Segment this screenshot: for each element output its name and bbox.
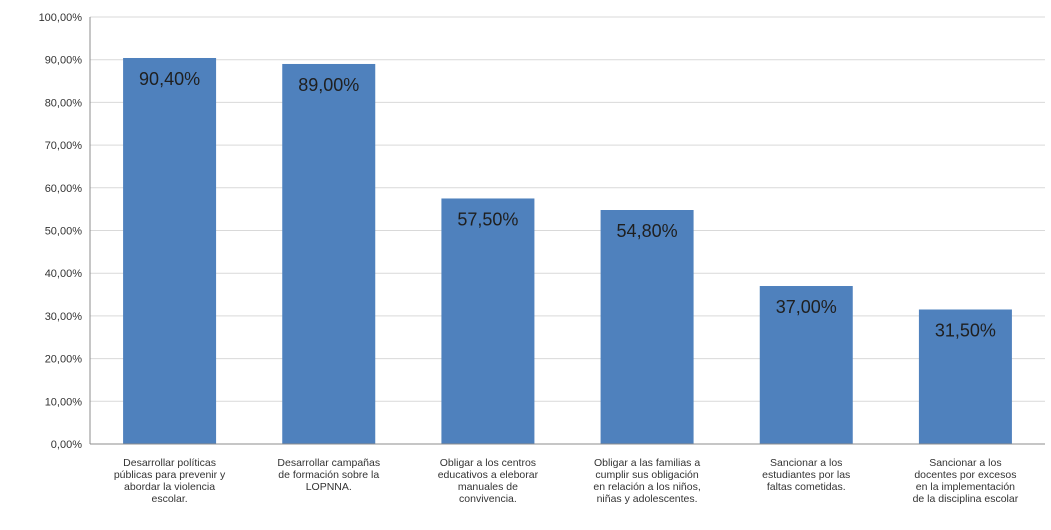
y-tick-label: 80,00% bbox=[45, 97, 83, 109]
y-tick-label: 10,00% bbox=[45, 396, 83, 408]
x-tick-label: Obligar a los centros educativos a elebor… bbox=[438, 457, 539, 505]
x-tick-label-line: abordar la violencia bbox=[124, 481, 215, 493]
bar bbox=[123, 57, 217, 444]
data-label: 90,40% bbox=[139, 69, 200, 89]
labels: 0,00% 10,00% 20,00% 30,00% 40,00% 50,00% 60,00… bbox=[39, 12, 1019, 505]
axes bbox=[89, 17, 1045, 445]
bars bbox=[123, 57, 1012, 444]
data-label: 31,50% bbox=[935, 320, 996, 340]
data-label: 54,80% bbox=[617, 221, 678, 241]
x-tick-label-line: de la disciplina escolar bbox=[913, 493, 1019, 505]
gridlines bbox=[90, 16, 1045, 402]
bar bbox=[600, 210, 694, 444]
x-tick-label-line: en la implementación bbox=[916, 481, 1015, 493]
x-tick-label: Obligar a las familias a cumplir sus obli… bbox=[593, 457, 700, 505]
bar bbox=[441, 198, 535, 444]
x-tick-label-line: Sancionar a los bbox=[929, 457, 1001, 469]
data-label: 37,00% bbox=[776, 297, 837, 317]
x-tick-label-line: Obligar a las familias a bbox=[594, 457, 700, 469]
bar bbox=[759, 286, 853, 444]
x-tick-label-line: niñas y adolescentes. bbox=[597, 493, 698, 505]
y-tick-label: 70,00% bbox=[45, 140, 83, 152]
y-tick-label: 100,00% bbox=[39, 12, 83, 24]
x-tick-label-line: LOPNNA. bbox=[306, 481, 352, 493]
x-tick-label: Desarrollar políticas públicas para preve… bbox=[114, 457, 226, 505]
x-tick-label-line: Desarrollar políticas bbox=[123, 457, 216, 469]
data-label: 57,50% bbox=[457, 209, 518, 229]
bar bbox=[282, 63, 376, 444]
x-tick-label-line: escolar. bbox=[151, 493, 187, 505]
y-tick-label: 20,00% bbox=[45, 354, 83, 366]
y-tick-label: 0,00% bbox=[51, 439, 82, 451]
bar bbox=[918, 309, 1012, 444]
x-tick-label-line: de formación sobre la bbox=[278, 469, 379, 481]
x-tick-label-line: faltas cometidas. bbox=[767, 481, 846, 493]
x-tick-label-line: docentes por excesos bbox=[914, 469, 1016, 481]
x-tick-label-line: públicas para prevenir y bbox=[114, 469, 226, 481]
x-tick-label-line: Obligar a los centros bbox=[440, 457, 536, 469]
y-tick-label: 50,00% bbox=[45, 226, 83, 238]
x-tick-label-line: en relación a los niños, bbox=[593, 481, 700, 493]
y-tick-label: 90,00% bbox=[45, 55, 83, 67]
x-tick-label-line: cumplir sus obligación bbox=[595, 469, 698, 481]
x-tick-label-line: Sancionar a los bbox=[770, 457, 842, 469]
x-tick-label: Sancionar a los estudiantes por las faltas… bbox=[762, 457, 850, 493]
x-tick-label-line: manuales de bbox=[458, 481, 518, 493]
y-tick-label: 60,00% bbox=[45, 183, 83, 195]
x-tick-label: Sancionar a los docentes por excesos en la… bbox=[913, 457, 1019, 505]
x-tick-label-line: convivencia. bbox=[459, 493, 517, 505]
x-tick-label-line: Desarrollar campañas bbox=[277, 457, 380, 469]
y-tick-label: 30,00% bbox=[45, 311, 83, 323]
x-tick-label-line: educativos a eleborar bbox=[438, 469, 539, 481]
data-label: 89,00% bbox=[298, 75, 359, 95]
y-tick-label: 40,00% bbox=[45, 268, 83, 280]
x-tick-label-line: estudiantes por las bbox=[762, 469, 850, 481]
x-tick-label: Desarrollar campañas de formación sobre l… bbox=[277, 457, 380, 493]
